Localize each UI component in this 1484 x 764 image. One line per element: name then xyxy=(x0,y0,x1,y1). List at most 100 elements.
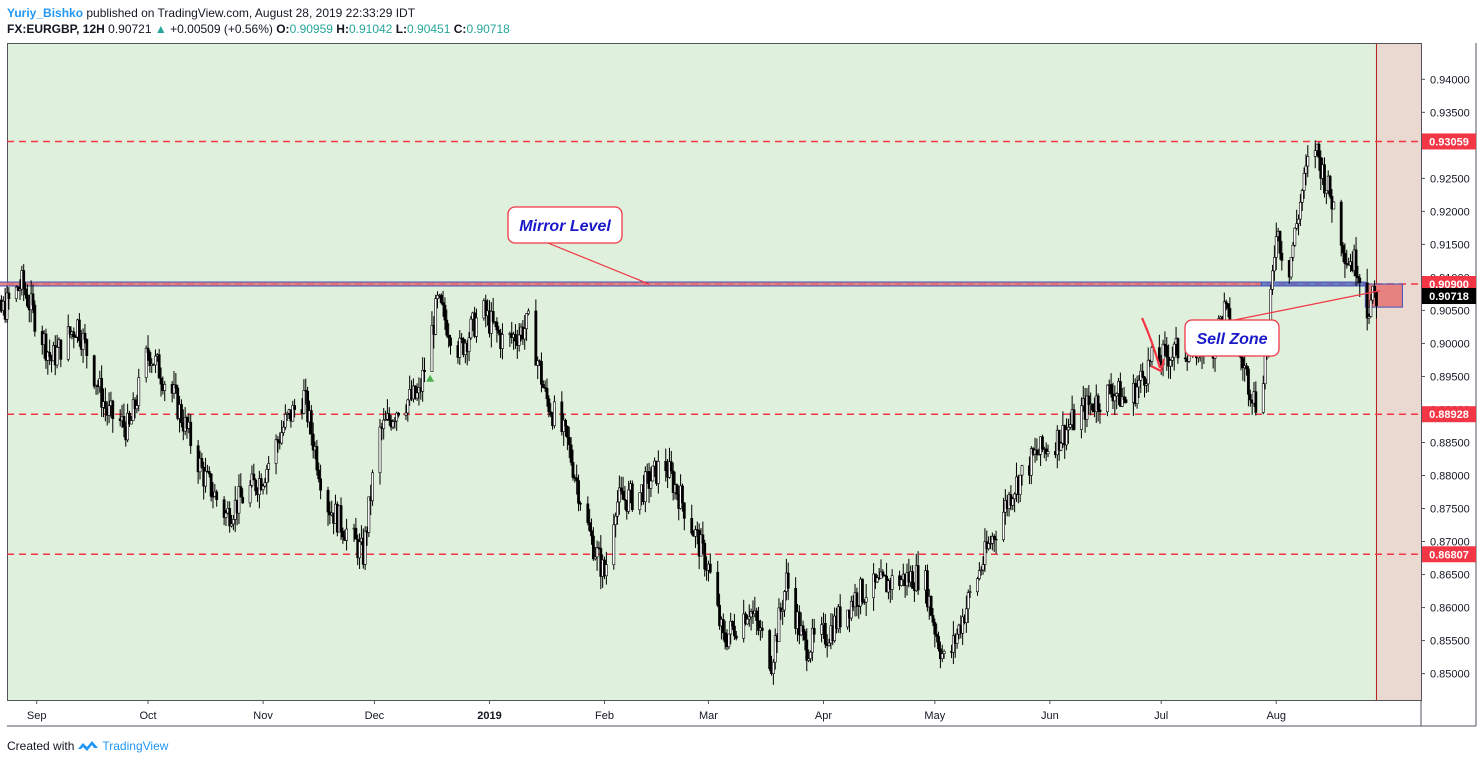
candle-body xyxy=(861,578,864,603)
candle-body xyxy=(742,613,746,639)
candle xyxy=(823,613,827,649)
candle xyxy=(669,450,673,475)
mirror-level-callout-text: Mirror Level xyxy=(519,218,611,235)
candle xyxy=(207,466,211,478)
candle xyxy=(1165,336,1169,371)
candle-body xyxy=(83,332,87,340)
candle-body xyxy=(900,579,903,586)
candle-body xyxy=(812,628,816,635)
candle xyxy=(937,631,940,652)
candle-body xyxy=(224,512,228,518)
candle-body xyxy=(1278,230,1282,254)
high-label: H: xyxy=(336,22,349,36)
candle-body xyxy=(590,530,593,537)
candle xyxy=(475,308,478,343)
candle xyxy=(180,399,183,428)
candle-body xyxy=(911,571,914,589)
mirror-level-callout[interactable]: Mirror Level xyxy=(507,206,650,285)
candle-body xyxy=(252,473,256,481)
candle xyxy=(540,352,543,393)
candle-body xyxy=(786,572,790,589)
mirror-level-callout-box xyxy=(507,206,623,244)
candle xyxy=(1317,141,1321,171)
low-label: L: xyxy=(395,22,408,36)
candle-body xyxy=(1343,252,1347,264)
symbol-label[interactable]: FX:EURGBP, 12H xyxy=(7,22,105,36)
candle xyxy=(723,620,727,650)
candle xyxy=(931,608,935,627)
candle-body xyxy=(378,426,382,474)
candle xyxy=(755,607,759,636)
candle xyxy=(16,285,20,292)
candle-body xyxy=(733,625,736,637)
candle xyxy=(1115,392,1119,410)
author-link[interactable]: Yuriy_Bishko xyxy=(7,6,84,20)
candle-body xyxy=(987,543,991,550)
candle xyxy=(159,367,163,397)
level-price-label: 0.88928 xyxy=(1429,409,1469,421)
candle-body xyxy=(846,609,850,628)
candle-body xyxy=(1096,395,1100,411)
candle-body xyxy=(747,616,751,620)
tradingview-brand-link[interactable]: TradingView xyxy=(102,739,169,753)
candle xyxy=(849,595,853,622)
candle-body xyxy=(315,446,319,471)
projection-background xyxy=(1376,43,1421,700)
candle xyxy=(1293,227,1297,247)
candle xyxy=(55,334,59,369)
candle xyxy=(460,333,464,344)
candle-body xyxy=(176,387,180,419)
created-with-text: Created with xyxy=(7,739,75,753)
candle-body xyxy=(1067,426,1070,431)
candle xyxy=(107,392,111,424)
candle-body xyxy=(616,501,619,517)
candle-body xyxy=(1013,493,1017,500)
candle-body xyxy=(575,477,579,481)
projection-arrow-shaft xyxy=(1140,317,1162,369)
candle xyxy=(935,623,939,643)
publish-line: Yuriy_Bishko published on TradingView.co… xyxy=(7,5,510,21)
candle xyxy=(951,621,955,665)
blue-zone[interactable] xyxy=(1260,281,1366,287)
candle-body xyxy=(1065,429,1068,446)
candle-body xyxy=(497,329,501,334)
candle-body xyxy=(571,462,575,478)
candle-body xyxy=(1328,175,1332,197)
candle-body xyxy=(358,541,361,559)
candle-body xyxy=(397,412,400,416)
candle xyxy=(1046,444,1050,458)
candle-body xyxy=(881,571,885,576)
candle-body xyxy=(1241,357,1245,369)
candle-body xyxy=(100,378,104,408)
candle xyxy=(541,380,545,389)
candle-body xyxy=(92,355,96,387)
candle-body xyxy=(690,518,694,534)
candle xyxy=(489,302,493,348)
sell-zone-callout[interactable]: Sell Zone xyxy=(1184,290,1381,357)
candle xyxy=(1118,372,1122,407)
candle-body xyxy=(1150,347,1154,362)
candle xyxy=(391,419,395,430)
candle-body xyxy=(55,347,59,366)
candle xyxy=(133,397,137,419)
mirror-zone[interactable] xyxy=(0,281,1262,287)
candle-body xyxy=(495,321,499,331)
candle xyxy=(415,383,419,401)
candle-body xyxy=(1245,365,1248,370)
candle-body xyxy=(1029,448,1033,476)
candle-body xyxy=(694,529,697,537)
candle-body xyxy=(794,588,798,629)
candle xyxy=(1013,492,1017,513)
candle-body xyxy=(1072,409,1076,430)
candle-body xyxy=(649,480,653,489)
candle-body xyxy=(1289,257,1293,278)
low-value: 0.90451 xyxy=(407,22,451,36)
candle-body xyxy=(1163,343,1167,346)
candle-body xyxy=(723,632,727,643)
candle-body xyxy=(614,515,618,526)
candle-body xyxy=(107,405,111,416)
candle xyxy=(441,290,445,317)
candle xyxy=(1323,157,1326,198)
candle xyxy=(326,486,330,526)
